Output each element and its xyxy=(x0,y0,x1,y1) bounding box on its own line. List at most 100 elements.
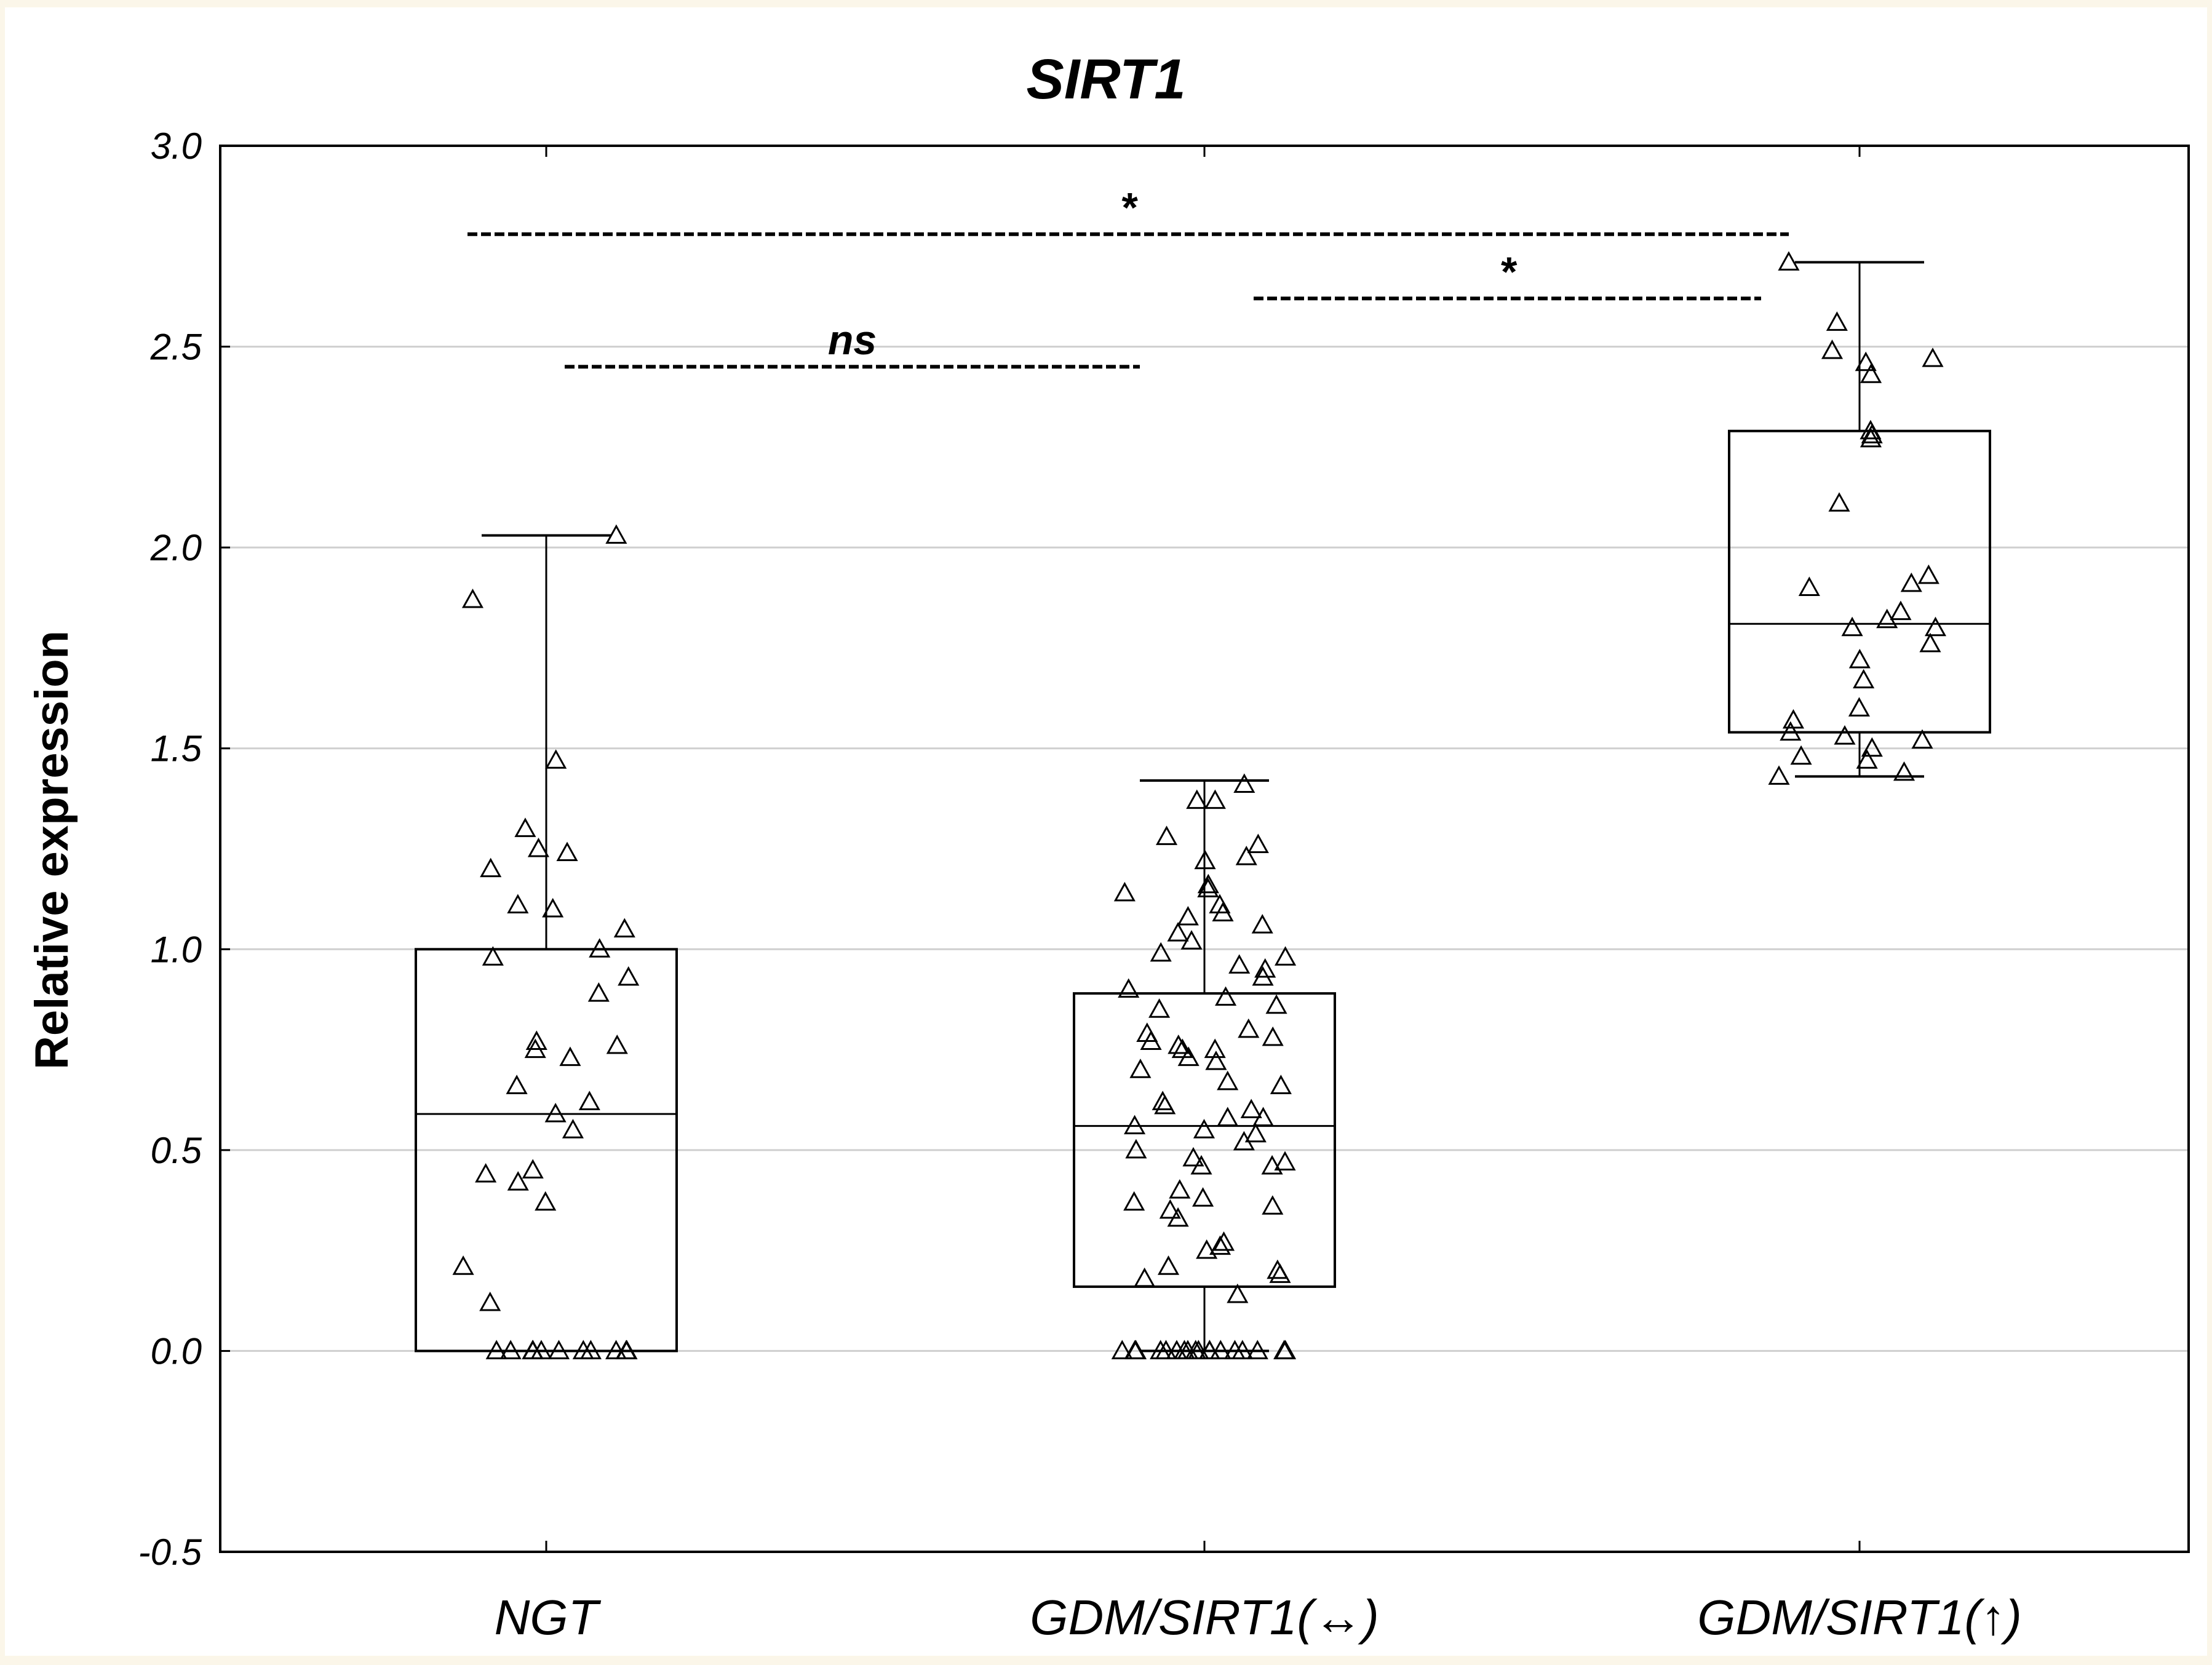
data-point xyxy=(1856,749,1878,769)
y-tick-label: 2.0 xyxy=(150,527,202,568)
data-point xyxy=(1204,789,1226,809)
data-point xyxy=(1148,998,1171,1018)
y-axis-ticks: 3.0 2.5 2.0 1.5 1.0 0.5 0.0 -0.5 xyxy=(138,125,230,1573)
data-point xyxy=(1155,1340,1177,1359)
data-point xyxy=(1123,1191,1145,1211)
data-point xyxy=(1270,1075,1292,1094)
y-tick-label: 0.0 xyxy=(151,1330,202,1372)
data-point xyxy=(1150,942,1172,962)
data-point xyxy=(1876,608,1898,629)
data-point xyxy=(1177,905,1199,926)
data-point xyxy=(1197,878,1219,897)
y-tick-label: 3.0 xyxy=(151,125,202,167)
data-point xyxy=(1821,340,1844,359)
data-point xyxy=(482,946,504,966)
data-point xyxy=(1848,648,1871,669)
data-point xyxy=(1140,1030,1162,1051)
data-point xyxy=(1171,1038,1193,1059)
y-axis-label: Relative expression xyxy=(26,630,78,1070)
data-point xyxy=(562,1119,584,1138)
x-category-label: GDM/SIRT1(↑) xyxy=(1697,1590,2021,1645)
x-axis-categories: NGT GDM/SIRT1(↔) GDM/SIRT1(↑) xyxy=(495,146,2022,1645)
x-category-label: NGT xyxy=(495,1590,602,1645)
data-point xyxy=(1273,1340,1295,1359)
data-point xyxy=(1125,1340,1147,1359)
data-point xyxy=(578,1091,600,1110)
data-point xyxy=(499,1340,522,1359)
data-point xyxy=(1240,1099,1262,1119)
data-point xyxy=(1209,1235,1231,1255)
data-point xyxy=(1890,600,1912,621)
data-point xyxy=(1246,1340,1268,1359)
data-point xyxy=(461,588,483,608)
data-point xyxy=(1217,1070,1239,1091)
data-point xyxy=(524,1038,546,1059)
data-point xyxy=(1190,1154,1212,1175)
data-point xyxy=(1168,1034,1190,1054)
chart-title: SIRT1 xyxy=(1026,48,1185,111)
data-point xyxy=(587,982,610,1002)
data-point xyxy=(1828,492,1850,512)
data-point xyxy=(1275,946,1297,966)
data-point xyxy=(606,1034,628,1054)
data-point xyxy=(1177,1046,1199,1067)
data-point xyxy=(1209,1340,1231,1359)
data-point xyxy=(525,1030,547,1051)
data-point xyxy=(1155,825,1178,845)
data-point xyxy=(1228,954,1251,974)
data-point xyxy=(1235,845,1257,865)
data-point xyxy=(1233,773,1255,793)
data-point xyxy=(1113,881,1136,902)
data-point xyxy=(1169,1179,1191,1199)
data-point xyxy=(1118,978,1140,998)
data-point xyxy=(1860,427,1882,448)
data-point xyxy=(1212,902,1234,922)
data-point xyxy=(1834,725,1856,745)
data-point xyxy=(485,1340,507,1359)
data-point xyxy=(1893,761,1916,781)
data-point xyxy=(506,1075,528,1094)
data-point xyxy=(1860,364,1882,383)
data-point xyxy=(1826,311,1848,331)
box-plot: SIRT1 Relative expression ns * * 3.0 2.5 2.0… xyxy=(26,48,2190,1645)
data-point xyxy=(1209,894,1231,913)
data-point xyxy=(544,1102,567,1123)
x-category-label: GDM/SIRT1(↔) xyxy=(1030,1590,1379,1645)
data-point xyxy=(1192,1187,1214,1207)
data-point xyxy=(1252,966,1274,986)
y-tick-label: 0.5 xyxy=(151,1130,202,1171)
data-point xyxy=(1247,833,1269,853)
data-point xyxy=(1900,572,1922,592)
data-point xyxy=(479,1291,501,1311)
data-point xyxy=(1180,930,1203,950)
data-point xyxy=(1186,789,1208,809)
data-point xyxy=(1215,986,1237,1006)
data-point xyxy=(1778,251,1800,271)
data-point xyxy=(1919,632,1941,653)
y-tick-label: 1.0 xyxy=(151,929,202,970)
box-iqr xyxy=(1728,429,1991,734)
data-point xyxy=(1223,1340,1246,1359)
points-layer xyxy=(452,251,1947,1359)
data-point xyxy=(547,1340,570,1359)
data-point xyxy=(1853,669,1875,689)
data-point xyxy=(1159,1199,1181,1219)
data-point xyxy=(1111,1340,1133,1359)
data-point xyxy=(545,749,567,769)
data-point xyxy=(1238,1018,1260,1038)
significance-layer: ns * * xyxy=(467,185,1789,369)
data-point xyxy=(1911,729,1933,749)
data-point xyxy=(1841,616,1863,637)
data-point xyxy=(1861,424,1883,443)
data-point xyxy=(1134,1267,1156,1287)
data-point xyxy=(1167,1207,1189,1227)
data-point xyxy=(1251,914,1273,934)
data-point xyxy=(1227,1283,1249,1303)
data-point xyxy=(1274,1151,1296,1170)
data-point xyxy=(514,817,536,837)
data-point xyxy=(1129,1059,1152,1078)
chart-frame: SIRT1 Relative expression ns * * 3.0 2.5 2.0… xyxy=(5,7,2207,1656)
data-point xyxy=(1922,348,1944,367)
data-point xyxy=(559,1046,581,1067)
box-iqr xyxy=(1073,992,1336,1288)
